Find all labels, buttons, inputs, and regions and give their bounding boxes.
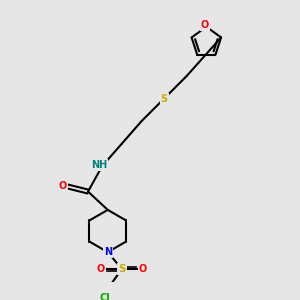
Text: O: O — [58, 181, 67, 191]
Text: O: O — [201, 20, 209, 30]
Text: NH: NH — [91, 160, 107, 170]
Text: S: S — [160, 94, 168, 103]
Text: O: O — [97, 264, 105, 274]
Text: S: S — [118, 264, 126, 274]
Text: N: N — [104, 247, 112, 257]
Text: O: O — [139, 264, 147, 274]
Text: Cl: Cl — [100, 293, 111, 300]
